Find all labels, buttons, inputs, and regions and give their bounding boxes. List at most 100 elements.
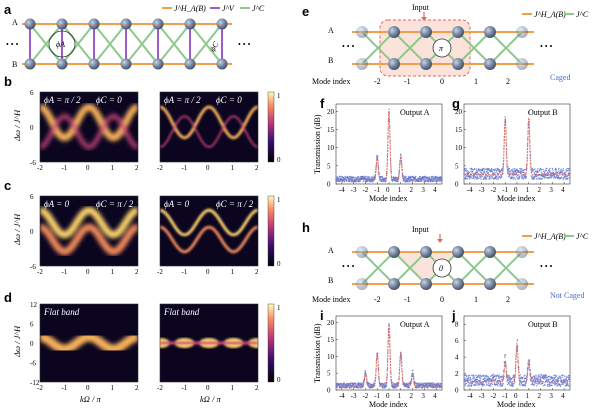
data-point <box>544 177 546 179</box>
site-b <box>152 58 164 70</box>
data-point <box>565 378 567 380</box>
data-point <box>399 162 401 164</box>
x-tick: 2 <box>410 392 414 400</box>
site-b <box>356 58 368 70</box>
data-point <box>565 168 568 170</box>
y-tick: -6 <box>30 159 36 167</box>
data-point <box>534 376 536 378</box>
band-maps: ϕA = π / 2 ϕC = 0-2 -1 0 1 260-6Δω / J^HϕA = … <box>12 89 281 404</box>
data-point <box>494 172 496 174</box>
data-point <box>511 382 513 384</box>
x-tick: -2 <box>157 384 163 392</box>
x-tick: 2 <box>255 268 259 276</box>
legend-e: J^H_A(B) J^C <box>522 10 589 19</box>
data-point <box>414 176 417 179</box>
data-point <box>516 177 518 180</box>
data-point <box>512 385 514 387</box>
data-point <box>547 377 549 379</box>
data-point <box>397 180 399 182</box>
chart-title: Output A <box>400 108 430 117</box>
data-point <box>539 378 542 380</box>
x-axis-label: Mode index <box>369 400 407 409</box>
data-point <box>468 382 470 384</box>
data-point <box>486 170 488 173</box>
y-tick: 6 <box>455 337 459 345</box>
colorbar: 10 <box>267 195 281 268</box>
data-point <box>482 176 484 178</box>
x-tick: 3 <box>421 392 425 400</box>
data-point <box>568 169 571 171</box>
data-point <box>473 384 475 386</box>
data-point <box>483 170 485 172</box>
data-point <box>405 177 407 179</box>
bond-cross <box>189 23 223 65</box>
data-point <box>496 383 498 386</box>
data-point <box>467 178 469 180</box>
x-tick: 0 <box>206 164 210 172</box>
data-point <box>502 382 504 385</box>
data-point <box>464 377 466 379</box>
data-point <box>482 382 485 384</box>
panel-label-e: e <box>302 4 309 19</box>
data-point <box>387 329 390 331</box>
y-tick: -12 <box>30 379 40 387</box>
data-point <box>467 384 469 386</box>
data-point <box>470 170 472 173</box>
data-point <box>561 177 563 179</box>
e-mode-index-label: Mode index <box>312 77 350 86</box>
data-point <box>531 167 534 170</box>
data-point <box>552 177 555 179</box>
data-point <box>485 378 487 380</box>
data-point <box>543 376 546 379</box>
data-point <box>518 177 521 179</box>
data-point <box>468 384 471 386</box>
mode-index-tick: 1 <box>474 77 478 86</box>
data-point <box>498 377 500 380</box>
data-point <box>565 171 567 174</box>
data-point <box>516 340 518 342</box>
row-a-label: A <box>12 18 18 27</box>
y-tick: 4 <box>455 354 459 362</box>
data-point <box>368 176 370 178</box>
data-point <box>484 176 487 179</box>
data-point <box>540 374 543 376</box>
y-tick: 20 <box>327 319 335 327</box>
data-point <box>473 376 476 378</box>
data-point <box>475 384 477 386</box>
chart-title: Output B <box>528 108 558 117</box>
y-axis-label: Δω / J^H <box>12 325 22 358</box>
data-point <box>472 177 475 179</box>
map-label-phi-c: ϕC = 0 <box>96 95 122 105</box>
map-label-phi-a: ϕA = π / 2 <box>164 95 201 105</box>
data-point <box>491 374 494 376</box>
site-b <box>452 278 464 290</box>
data-point <box>491 379 493 381</box>
data-point <box>480 170 482 172</box>
data-point <box>494 375 496 378</box>
site-a <box>516 246 528 258</box>
data-point <box>339 175 341 178</box>
x-tick: -2 <box>490 186 496 194</box>
x-tick: -2 <box>37 384 43 392</box>
lattice-diagram-e: A B • • • • • • Input π Mode index -2 -1 0… <box>312 3 589 86</box>
data-point <box>369 387 372 389</box>
data-point <box>466 375 468 378</box>
x-tick: 3 <box>421 186 425 194</box>
data-point <box>547 383 549 385</box>
x-axis-label: Mode index <box>497 400 535 409</box>
y-tick: 10 <box>327 353 335 361</box>
x-tick: 0 <box>86 268 90 276</box>
data-point <box>482 168 485 170</box>
x-axis-label-right: kΩ / π <box>200 394 222 404</box>
site-b <box>24 58 36 70</box>
data-point <box>552 175 554 177</box>
data-point <box>390 165 392 167</box>
data-point <box>464 177 467 179</box>
data-point <box>350 176 353 178</box>
map-label-phi-c: ϕC = π / 2 <box>96 199 134 209</box>
data-point <box>466 379 469 382</box>
data-point <box>421 382 423 384</box>
data-point <box>497 382 500 384</box>
y-axis-label: Δω / J^H <box>12 109 22 142</box>
data-point <box>522 377 524 379</box>
